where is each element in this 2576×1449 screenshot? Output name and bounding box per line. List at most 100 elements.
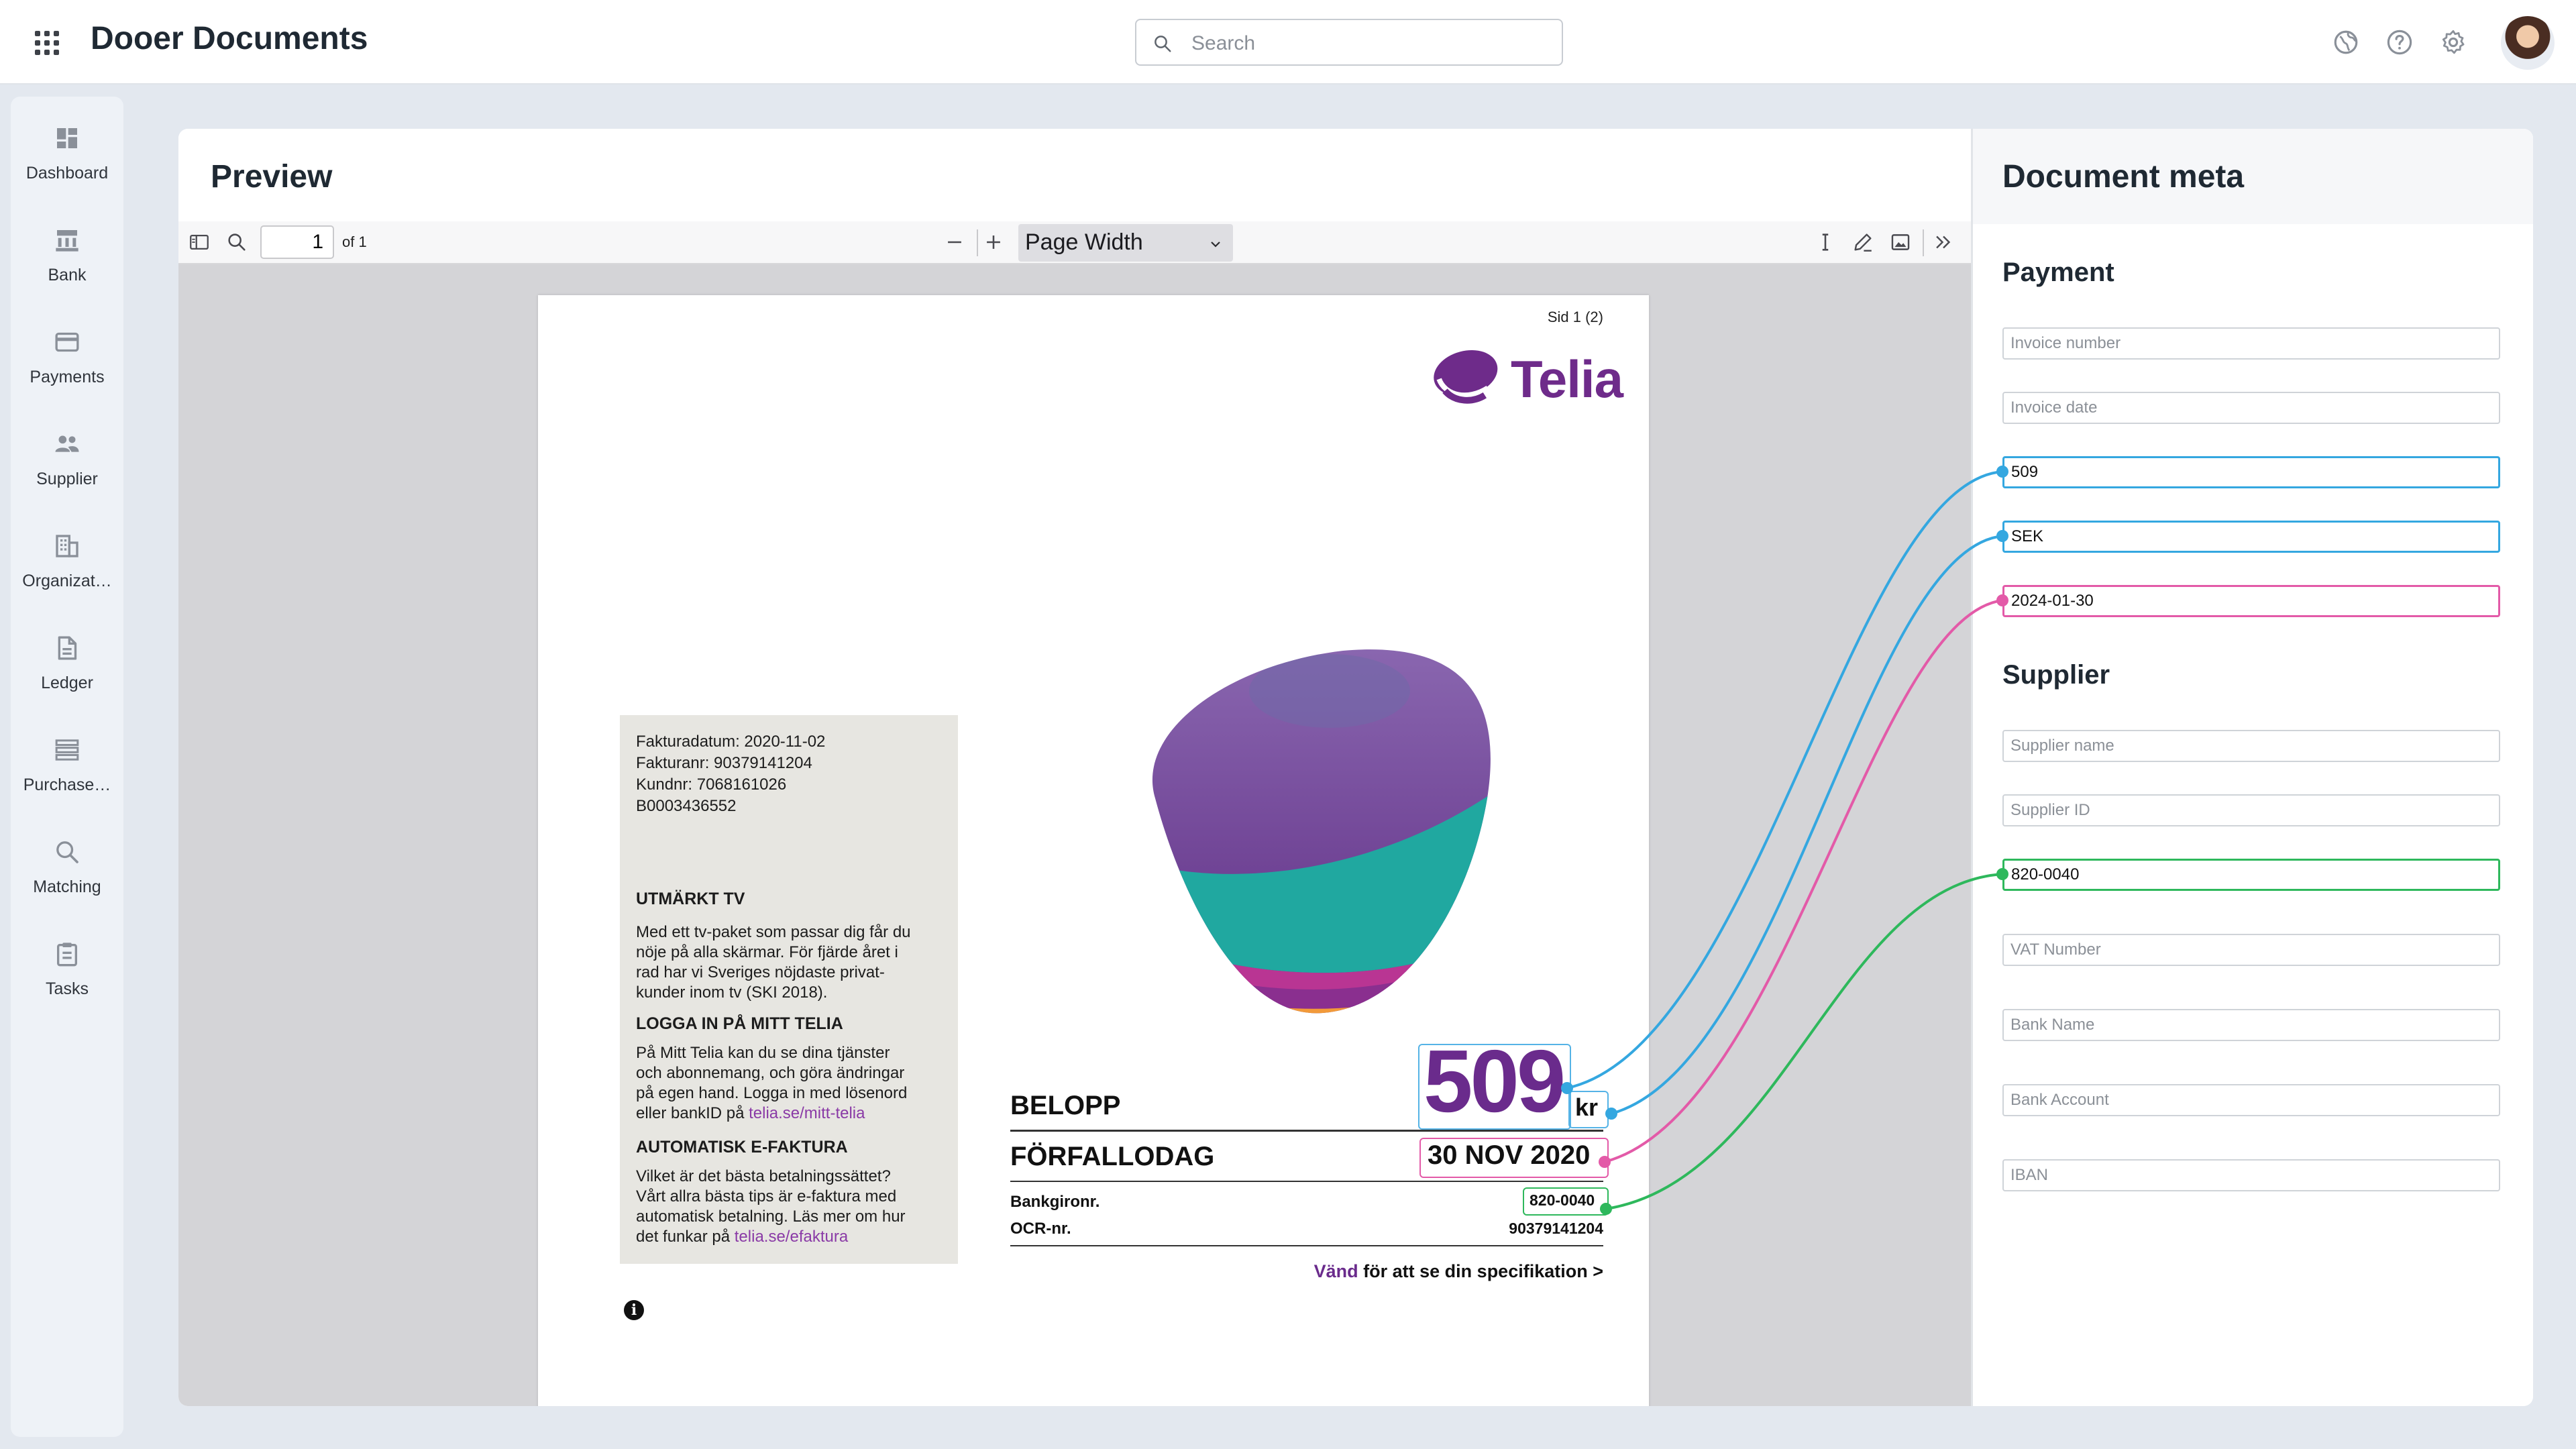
sidebar-item-label: Supplier xyxy=(36,470,98,488)
sidebar-item-organization[interactable]: Organizat… xyxy=(11,504,123,598)
sidebar-item-supplier[interactable]: Supplier xyxy=(11,402,123,496)
sidebar-item-label: Bank xyxy=(48,266,87,284)
sidebar-item-dashboard[interactable]: Dashboard xyxy=(11,97,123,191)
more-tools-icon[interactable] xyxy=(1932,231,1955,254)
section-heading: LOGGA IN PÅ MITT TELIA xyxy=(636,1014,843,1033)
list-icon xyxy=(55,739,79,761)
building-icon xyxy=(56,535,78,557)
gear-icon[interactable] xyxy=(2439,28,2467,56)
bank-icon xyxy=(56,230,78,252)
supplier-section-title: Supplier xyxy=(2002,660,2110,690)
supplier-name-field[interactable] xyxy=(2002,730,2500,762)
sidebar-item-purchase[interactable]: Purchase… xyxy=(11,708,123,802)
paragraph-text: eller bankID på xyxy=(636,1104,749,1122)
paragraph-line: kunder inom tv (SKI 2018). xyxy=(636,983,828,1002)
due-date-label: FÖRFALLODAG xyxy=(1010,1142,1215,1171)
section-heading: UTMÄRKT TV xyxy=(636,890,745,908)
amount-value: 509 xyxy=(1424,1032,1566,1130)
section-heading: AUTOMATISK E-FAKTURA xyxy=(636,1138,848,1157)
zoom-select[interactable]: Page Width xyxy=(1018,224,1233,262)
paragraph-line: nöje på alla skärmar. För fjärde året i xyxy=(636,943,898,961)
bank-name-field[interactable] xyxy=(2002,1009,2500,1041)
toolbar-separator xyxy=(977,229,978,256)
paragraph-line: på egen hand. Logga in med lösenord xyxy=(636,1084,908,1102)
supplier-id-field[interactable] xyxy=(2002,794,2500,826)
document-viewer[interactable]: Sid 1 (2) Telia xyxy=(178,264,1971,1406)
sidebar-item-tasks[interactable]: Tasks xyxy=(11,912,123,1006)
bank-account-field[interactable] xyxy=(2002,1084,2500,1116)
sidebar-item-payments[interactable]: Payments xyxy=(11,301,123,394)
search-input[interactable] xyxy=(1190,28,1542,59)
paragraph-line: rad har vi Sveriges nöjdaste privat- xyxy=(636,963,885,981)
globe-icon[interactable] xyxy=(2332,28,2360,56)
invoice-page: Sid 1 (2) Telia xyxy=(538,295,1649,1406)
info-line: Fakturadatum: 2020-11-02 xyxy=(636,733,826,751)
brand-name: Telia xyxy=(1511,350,1623,409)
meta-header: Document meta xyxy=(1973,129,2533,224)
apps-grid-icon[interactable] xyxy=(35,31,59,55)
main-card: Preview of 1 Page Width xyxy=(178,129,2533,1406)
sidebar-toggle-icon[interactable] xyxy=(188,231,211,254)
search-icon xyxy=(56,841,78,863)
sidebar: Dashboard Bank Payments Supplier Org xyxy=(11,97,123,1437)
bankgiro-label: Bankgironr. xyxy=(1010,1193,1100,1211)
card-icon xyxy=(55,332,79,352)
mitt-telia-link[interactable]: telia.se/mitt-telia xyxy=(749,1104,865,1122)
document-meta-panel: Document meta Payment Supplier xyxy=(1971,129,2533,1406)
payment-section-title: Payment xyxy=(2002,258,2114,287)
image-icon[interactable] xyxy=(1889,231,1912,254)
preview-panel: Preview of 1 Page Width xyxy=(178,129,1971,1406)
preview-title: Preview xyxy=(211,159,333,195)
due-date-field[interactable] xyxy=(2002,585,2500,617)
page-label: Sid 1 (2) xyxy=(1547,309,1603,325)
amount-label: BELOPP xyxy=(1010,1091,1121,1120)
invoice-number-field[interactable] xyxy=(2002,327,2500,360)
paragraph-line: och abonnemang, och göra ändringar xyxy=(636,1064,905,1082)
draw-icon[interactable] xyxy=(1851,231,1874,254)
sidebar-item-matching[interactable]: Matching xyxy=(11,810,123,904)
currency-field[interactable] xyxy=(2002,521,2500,553)
sidebar-item-label: Purchase… xyxy=(23,775,111,794)
paragraph-line: automatisk betalning. Läs mer om hur xyxy=(636,1208,906,1226)
text-select-icon[interactable] xyxy=(1814,231,1837,254)
invoice-date-field[interactable] xyxy=(2002,392,2500,424)
meta-title: Document meta xyxy=(2002,159,2245,195)
page-number-input[interactable] xyxy=(260,225,334,259)
paragraph-line: Med ett tv-paket som passar dig får du xyxy=(636,923,911,941)
divider xyxy=(1010,1130,1603,1132)
paragraph-line: det funkar på telia.se/efaktura xyxy=(636,1226,951,1248)
info-line: Kundnr: 7068161026 xyxy=(636,775,787,794)
avatar[interactable] xyxy=(2501,16,2555,70)
amount-field[interactable] xyxy=(2002,456,2500,488)
pdf-toolbar: of 1 Page Width xyxy=(178,221,1971,264)
efaktura-link[interactable]: telia.se/efaktura xyxy=(734,1228,849,1246)
clipboard-icon xyxy=(57,943,77,967)
bankgiro-field[interactable] xyxy=(2002,859,2500,891)
search-box[interactable] xyxy=(1135,19,1563,66)
dashboard-icon xyxy=(57,128,77,148)
info-line: B0003436552 xyxy=(636,797,737,815)
turn-page-note: Vänd för att se din specifikation > xyxy=(1314,1261,1603,1282)
help-icon[interactable] xyxy=(2385,28,2414,56)
sidebar-item-ledger[interactable]: Ledger xyxy=(11,606,123,700)
find-icon[interactable] xyxy=(225,231,248,254)
zoom-out-icon[interactable] xyxy=(943,231,966,254)
paragraph-line: eller bankID på telia.se/mitt-telia xyxy=(636,1103,951,1124)
top-bar: Dooer Documents xyxy=(0,0,2576,85)
bankgiro-value: 820-0040 xyxy=(1529,1191,1595,1209)
divider xyxy=(1010,1181,1603,1182)
toolbar-separator xyxy=(1923,229,1924,256)
sidebar-item-bank[interactable]: Bank xyxy=(11,199,123,292)
telia-pebble-graphic xyxy=(1152,649,1491,1014)
iban-field[interactable] xyxy=(2002,1159,2500,1191)
vat-number-field[interactable] xyxy=(2002,934,2500,966)
currency-value: kr xyxy=(1575,1093,1599,1121)
turn-word: Vänd xyxy=(1313,1261,1358,1281)
sidebar-item-label: Organizat… xyxy=(22,572,112,590)
app-title: Dooer Documents xyxy=(91,21,368,56)
sidebar-item-label: Dashboard xyxy=(25,164,109,182)
document-icon xyxy=(58,636,77,660)
turn-text: för att se din specifikation > xyxy=(1358,1261,1603,1281)
zoom-in-icon[interactable] xyxy=(982,231,1005,254)
search-icon xyxy=(1155,36,1171,52)
